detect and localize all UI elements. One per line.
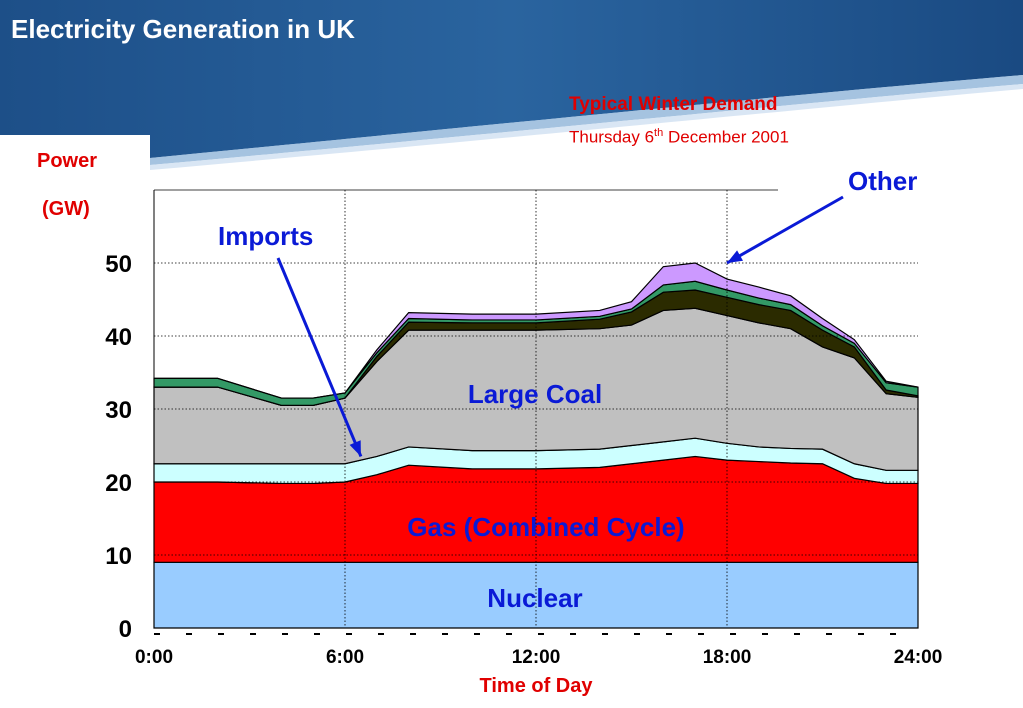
x-tick-6: 6:00 xyxy=(326,647,364,668)
title-banner xyxy=(0,0,1023,170)
annotation-imports: Imports xyxy=(218,221,313,251)
subtitle-date-suffix: th xyxy=(654,127,664,139)
label-nuclear: Nuclear xyxy=(487,583,582,613)
y-tick-50: 50 xyxy=(105,251,132,278)
subtitle-date-day: Thursday 6 xyxy=(569,127,655,147)
y-tick-0: 0 xyxy=(119,616,132,643)
y-axis-title-power: Power xyxy=(37,150,98,172)
label-large-coal: Large Coal xyxy=(468,379,602,409)
x-tick-0: 0:00 xyxy=(135,647,173,668)
label-gas: Gas (Combined Cycle) xyxy=(407,512,684,542)
tick-labels: 0 10 20 30 40 50 0:00 6:00 12:00 18:00 24:00 Time o… xyxy=(105,251,942,697)
subtitle-date-rest: December 2001 xyxy=(663,127,789,147)
axes xyxy=(153,189,918,635)
area-other xyxy=(154,262,919,399)
arrow-other xyxy=(726,195,844,265)
x-tick-24: 24:00 xyxy=(894,647,943,668)
arrow-imports xyxy=(276,257,363,458)
x-axis-title: Time of Day xyxy=(480,675,594,697)
arrow-imports-head xyxy=(349,440,361,457)
y-tick-40: 40 xyxy=(105,324,132,351)
x-tick-12: 12:00 xyxy=(512,647,561,668)
arrow-other-head xyxy=(727,250,744,263)
subtitle-date: Thursday 6th December 2001 xyxy=(569,127,789,148)
y-tick-30: 30 xyxy=(105,397,132,424)
y-tick-20: 20 xyxy=(105,470,132,497)
subtitle-demand: Typical Winter Demand xyxy=(569,94,778,115)
annotation-other: Other xyxy=(848,166,917,196)
x-tick-18: 18:00 xyxy=(703,647,752,668)
slide-title: Electricity Generation in UK xyxy=(11,14,355,44)
annotations: Imports Other Large Coal Gas (Combined Cycl… xyxy=(218,166,917,613)
y-axis-title-unit: (GW) xyxy=(42,198,90,220)
y-tick-10: 10 xyxy=(105,543,132,570)
